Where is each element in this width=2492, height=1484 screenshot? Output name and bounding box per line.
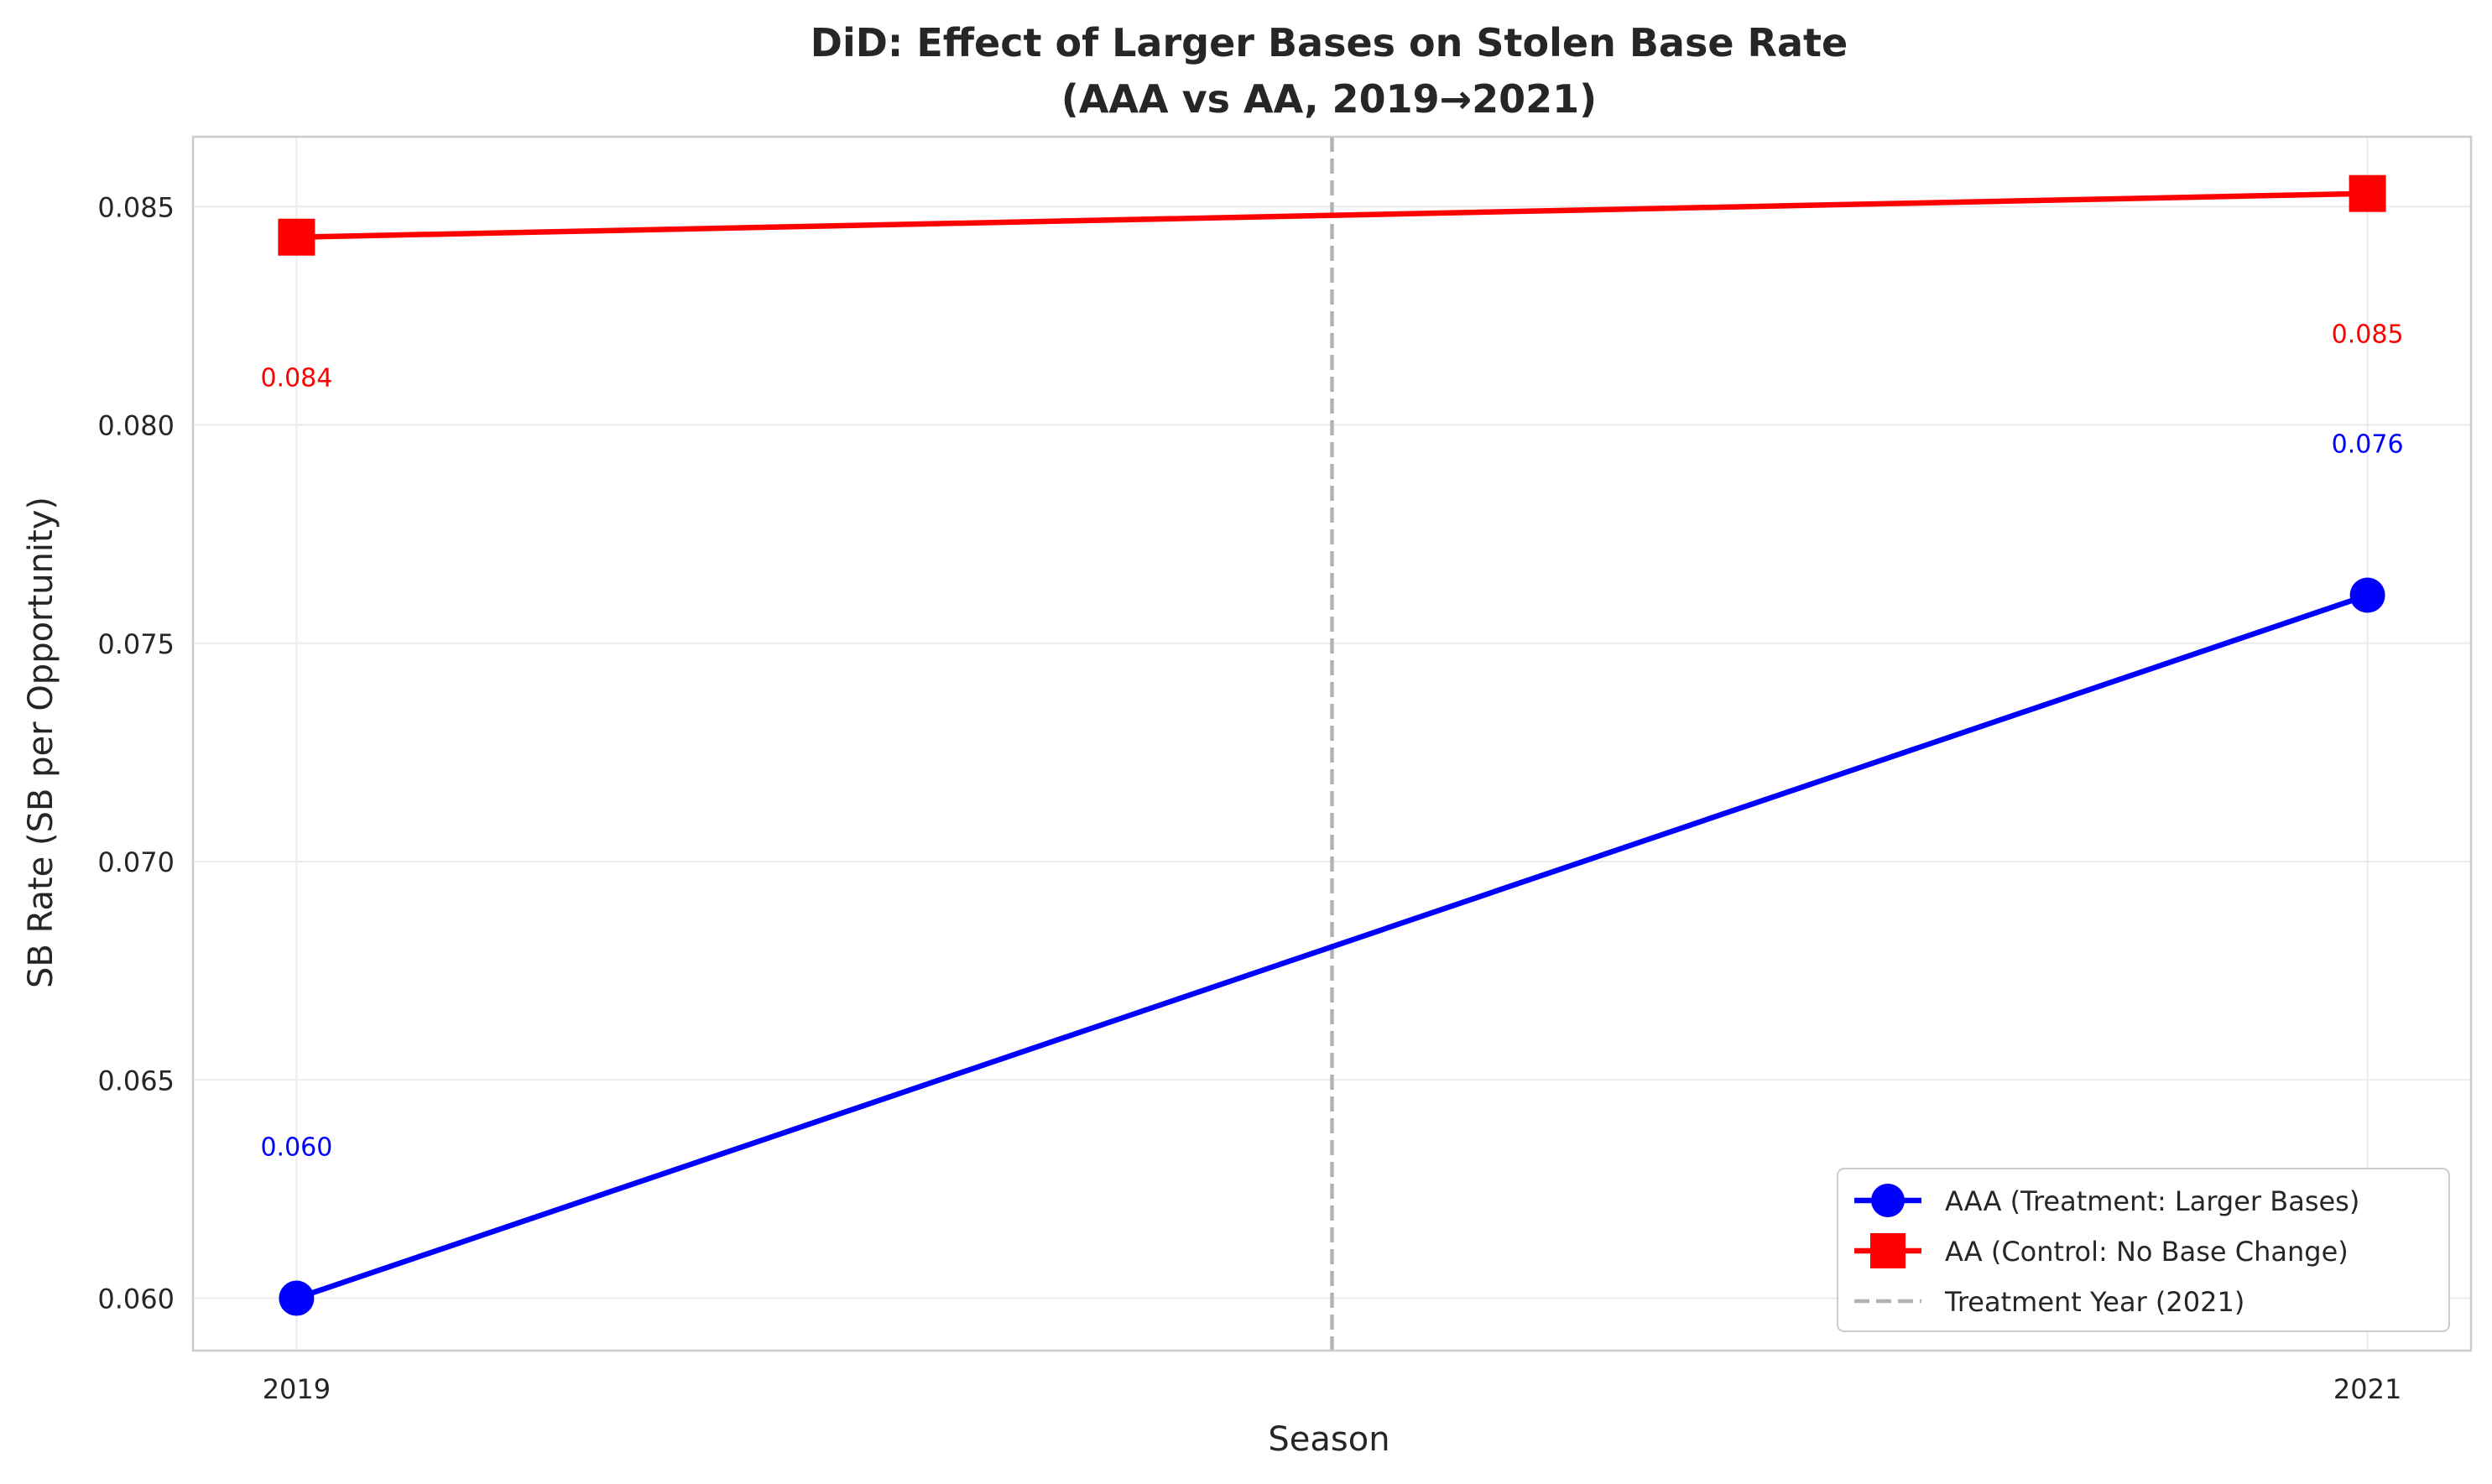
y-tick-label: 0.085 [97,191,175,223]
y-tick-label: 0.070 [97,846,175,878]
chart-title-line1: DiD: Effect of Larger Bases on Stolen Ba… [811,20,1848,65]
legend-label-treatment: Treatment Year (2021) [1944,1286,2244,1318]
legend: AAA (Treatment: Larger Bases) AA (Control… [1837,1168,2450,1332]
x-tick-label: 2019 [263,1373,331,1405]
y-axis-label: SB Rate (SB per Opportunity) [22,497,60,988]
data-label-layer: 0.060 0.076 0.084 0.085 [260,320,2403,1163]
chart-title-line2: (AAA vs AA, 2019→2021) [1061,76,1597,122]
x-tick-label: 2021 [2333,1373,2401,1405]
legend-marker-aaa [1871,1184,1905,1217]
tick-label-layer: 0.060 0.065 0.070 0.075 0.080 0.085 2019 2021 [97,191,2401,1405]
data-point-aaa [279,1280,315,1316]
y-tick-label: 0.065 [97,1065,175,1096]
legend-box [1837,1168,2450,1332]
data-point-aaa [2349,577,2385,613]
data-label-aa: 0.084 [260,364,332,393]
y-tick-label: 0.075 [97,628,175,660]
y-tick-label: 0.080 [97,410,175,442]
data-label-aaa: 0.076 [2332,430,2404,460]
series-line-aaa [295,592,2369,1301]
series-line-aa [296,190,2368,240]
legend-label-aaa: AAA (Treatment: Larger Bases) [1945,1185,2359,1217]
data-point-aa [2349,174,2386,212]
y-tick-label: 0.060 [97,1284,175,1315]
data-label-aa: 0.085 [2332,320,2404,350]
series-layer [278,174,2386,1316]
data-point-aa [278,218,315,256]
x-axis-label: Season [1268,1420,1389,1459]
legend-marker-aa [1870,1233,1905,1268]
plot-frame [191,135,2473,1352]
data-label-aaa: 0.060 [260,1133,332,1163]
legend-label-aa: AA (Control: No Base Change) [1945,1236,2349,1268]
